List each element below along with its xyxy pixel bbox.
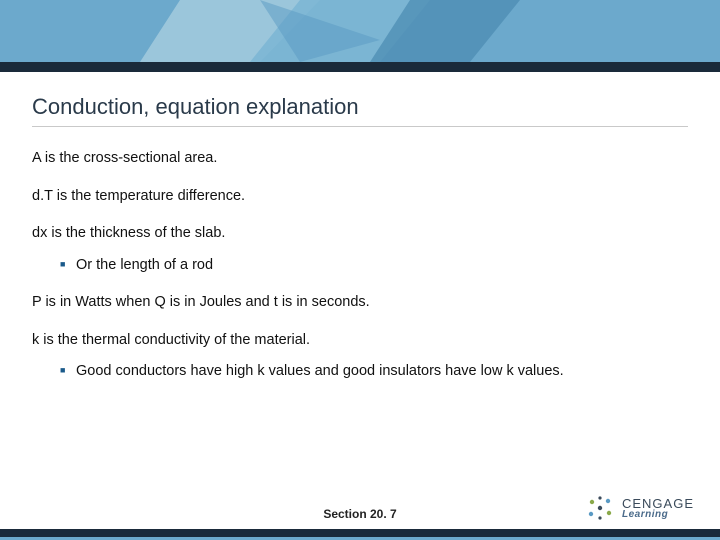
definition-power: P is in Watts when Q is in Joules and t … (32, 293, 688, 313)
list-item: Or the length of a rod (60, 256, 688, 276)
list-item: Good conductors have high k values and g… (60, 362, 688, 382)
logo-main-text: CENGAGE (622, 497, 694, 510)
header-band (0, 0, 720, 62)
logo-sub-text: Learning (622, 510, 694, 520)
content-area: Conduction, equation explanation A is th… (0, 72, 720, 540)
definition-thickness: dx is the thickness of the slab. (32, 224, 688, 244)
header-geometry-icon (0, 0, 720, 62)
definition-conductivity: k is the thermal conductivity of the mat… (32, 331, 688, 351)
slide-title: Conduction, equation explanation (32, 94, 688, 120)
slide: Conduction, equation explanation A is th… (0, 0, 720, 540)
definition-temp-diff: d.T is the temperature difference. (32, 187, 688, 207)
footer-dark-bar (0, 529, 720, 537)
logo-burst-icon (586, 494, 614, 522)
title-rule (32, 126, 688, 127)
definition-area: A is the cross-sectional area. (32, 149, 688, 169)
brand-logo: CENGAGE Learning (586, 494, 694, 522)
sub-list-thickness: Or the length of a rod (60, 256, 688, 276)
header-dark-bar (0, 62, 720, 72)
logo-text: CENGAGE Learning (622, 497, 694, 520)
sub-list-conductivity: Good conductors have high k values and g… (60, 362, 688, 382)
